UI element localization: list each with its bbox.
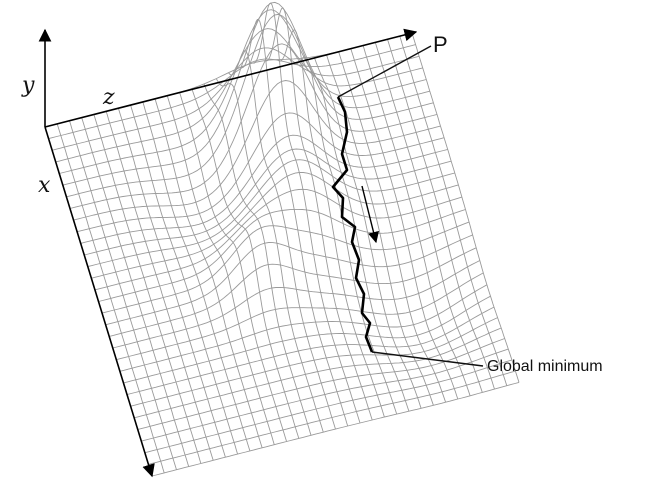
mesh-line-v bbox=[76, 112, 445, 233]
mesh-line-v bbox=[112, 260, 481, 349]
mesh-line-v bbox=[144, 359, 513, 454]
global-minimum-label: Global minimum bbox=[487, 358, 603, 375]
mesh-line-v bbox=[101, 221, 470, 314]
mesh-line-v bbox=[123, 295, 491, 384]
z-axis-label: z bbox=[102, 85, 115, 110]
y-axis-label: y bbox=[21, 73, 35, 98]
axes bbox=[38, 28, 418, 478]
mesh-line-v bbox=[69, 43, 438, 209]
z-axis-line bbox=[44, 28, 418, 128]
mesh-line-v bbox=[59, 9, 427, 174]
mesh-line-v bbox=[119, 284, 488, 372]
mesh-line-u bbox=[203, 83, 312, 436]
start-point-leader bbox=[337, 45, 432, 98]
mesh-line-v bbox=[84, 148, 452, 256]
mesh-line-u bbox=[277, 29, 385, 418]
mesh-line-v bbox=[94, 188, 463, 291]
mesh-line-v bbox=[126, 306, 495, 396]
start-point-label: P bbox=[433, 32, 448, 57]
mesh-line-v bbox=[137, 338, 505, 430]
mesh-line-u bbox=[362, 45, 471, 396]
descent-direction-arrow bbox=[361, 185, 379, 244]
mesh-line-v bbox=[91, 172, 459, 279]
mesh-line-v bbox=[87, 159, 455, 268]
mesh-line-u bbox=[191, 88, 300, 439]
mesh-line-v bbox=[73, 80, 441, 221]
gradient-descent-path bbox=[331, 96, 374, 353]
mesh-line-v bbox=[116, 272, 484, 361]
mesh-line-v bbox=[151, 381, 520, 477]
mesh-line-v bbox=[148, 370, 516, 465]
mesh-line-v bbox=[98, 208, 466, 302]
mesh-line-v bbox=[109, 247, 477, 337]
mesh-line-v bbox=[141, 348, 509, 442]
mesh-line-v bbox=[134, 327, 502, 419]
mesh-line-v bbox=[105, 234, 473, 326]
mesh-line-v bbox=[130, 317, 498, 407]
x-axis-label: x bbox=[38, 173, 51, 198]
x-axis-line bbox=[44, 126, 155, 478]
mesh-line-v bbox=[62, 1, 430, 186]
mesh-line-v bbox=[66, 13, 434, 198]
global-minimum-leader bbox=[371, 351, 484, 367]
mesh-line-v bbox=[80, 134, 448, 244]
surface-mesh bbox=[44, 1, 520, 477]
